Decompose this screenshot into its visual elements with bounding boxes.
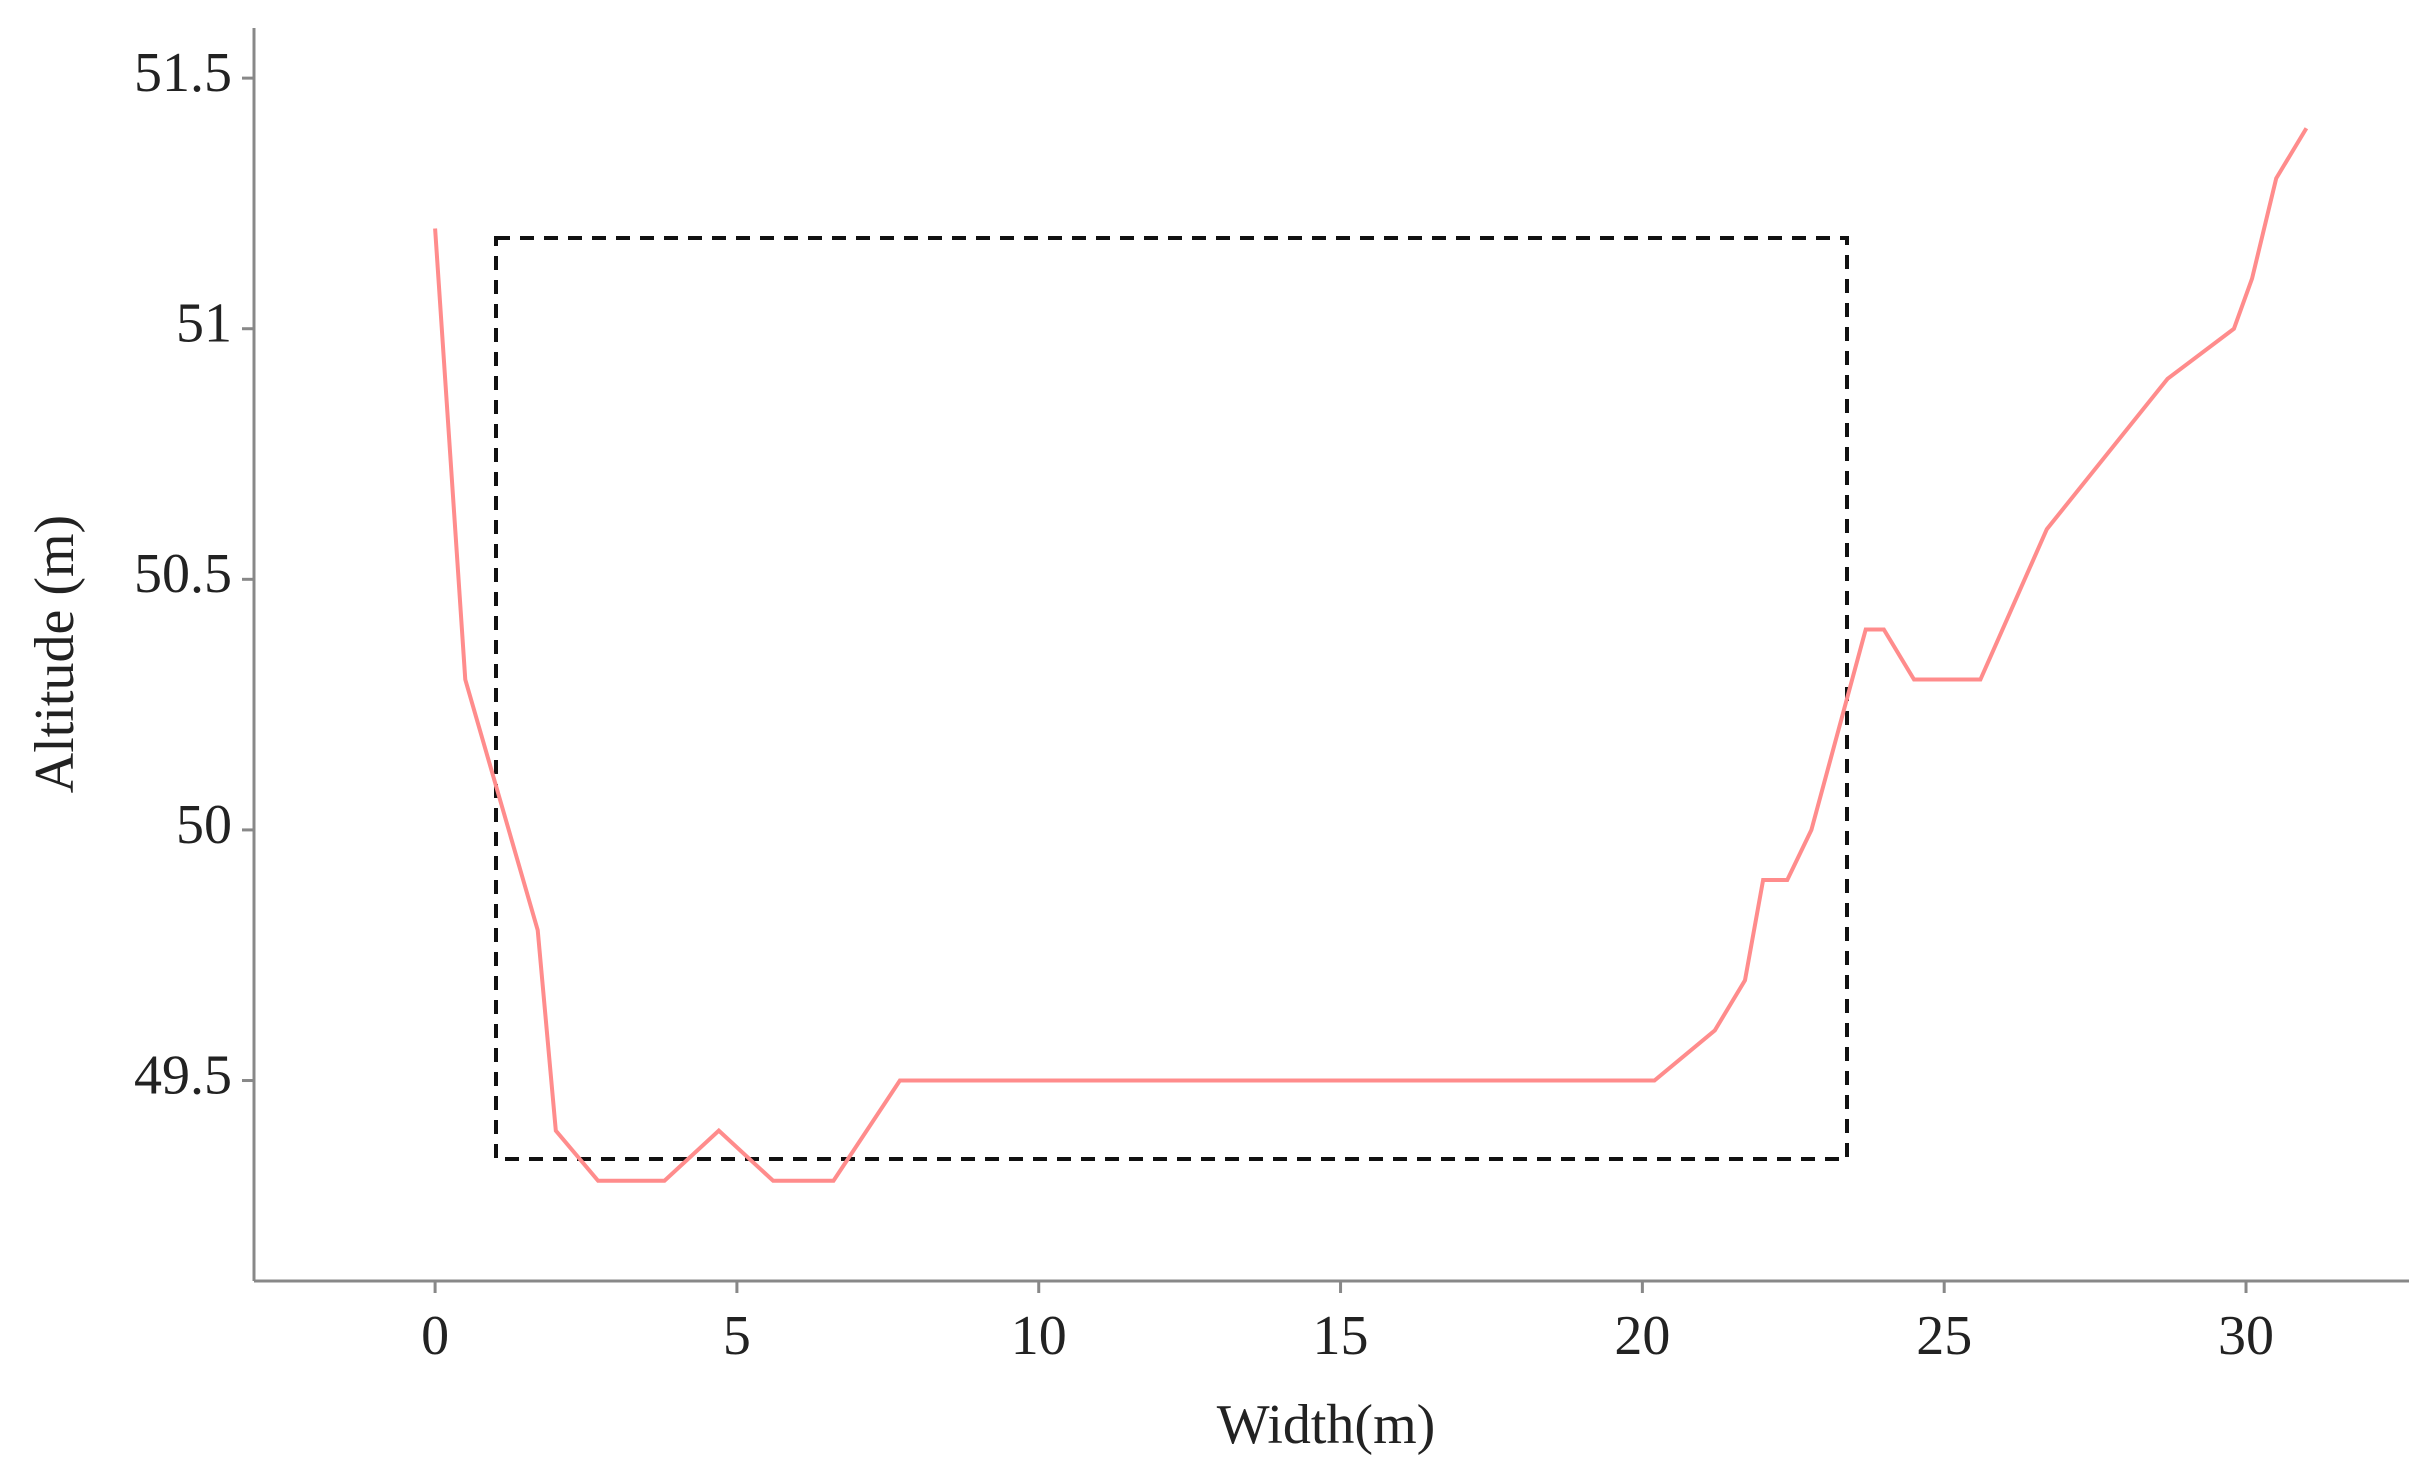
x-tick-label: 30 bbox=[2218, 1305, 2274, 1367]
x-tick-label: 20 bbox=[1614, 1305, 1670, 1367]
y-tick-label: 50 bbox=[176, 794, 232, 856]
y-tick-label: 50.5 bbox=[134, 543, 232, 605]
data-line bbox=[433, 127, 2309, 1183]
x-tick-label: 10 bbox=[1011, 1305, 1067, 1367]
y-tick-label: 51.5 bbox=[134, 42, 232, 104]
x-tick-label: 5 bbox=[723, 1305, 751, 1367]
highlight-box bbox=[494, 236, 1849, 1161]
y-tick-label: 51 bbox=[176, 293, 232, 355]
y-tick-label: 49.5 bbox=[134, 1044, 232, 1106]
y-axis-label: Altitude (m) bbox=[24, 515, 86, 793]
x-tick-label: 0 bbox=[421, 1305, 449, 1367]
x-tick-label: 15 bbox=[1313, 1305, 1369, 1367]
x-tick-label: 25 bbox=[1916, 1305, 1972, 1367]
x-axis-label: Width(m) bbox=[1217, 1394, 1436, 1456]
